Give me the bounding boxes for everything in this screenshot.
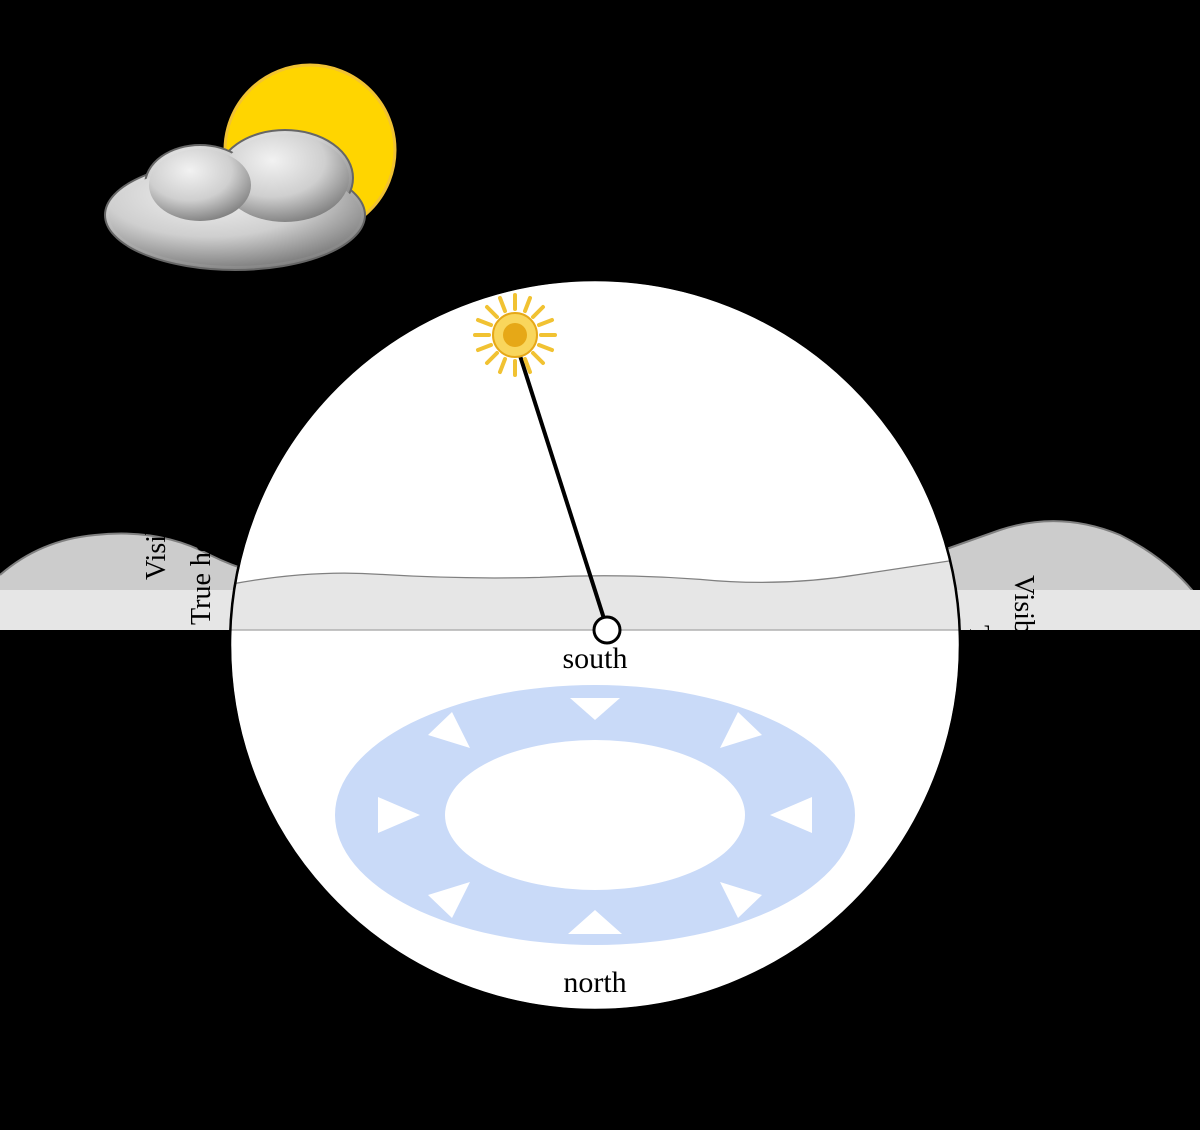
cloud-icon [105, 130, 365, 270]
diagram-canvas: Visible horizon True horizon Visible hor… [0, 0, 1200, 1130]
label-right-lower: True horizon [963, 625, 994, 769]
label-right-upper: Visible horizon [1008, 575, 1039, 747]
label-left-upper: Visible horizon [141, 408, 172, 580]
label-north: north [563, 966, 626, 999]
small-sun-icon [475, 295, 555, 375]
label-left-lower: True horizon [186, 481, 217, 625]
center-marker [594, 617, 620, 643]
label-south: south [562, 642, 627, 675]
